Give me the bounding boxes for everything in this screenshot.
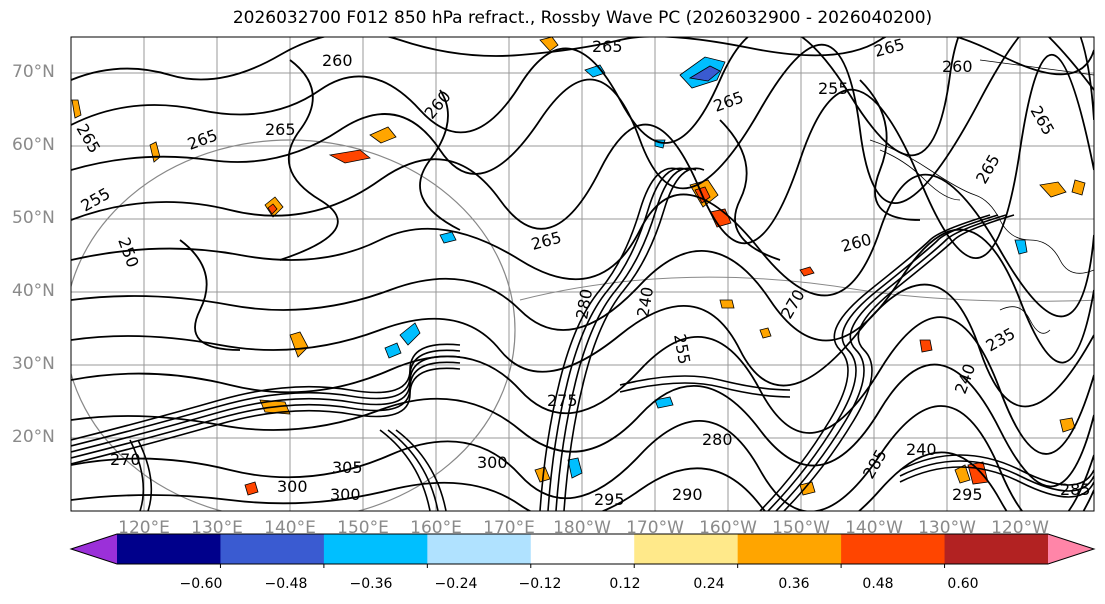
contour-label: 295: [952, 485, 983, 504]
lat-label: 40°N: [12, 281, 55, 301]
lat-label: 50°N: [12, 208, 55, 228]
contour-lines: [71, 37, 1094, 511]
contour-label: 275: [547, 391, 578, 410]
lon-label: 140°W: [845, 518, 903, 538]
lat-label: 60°N: [12, 135, 55, 155]
lon-label: 130°W: [918, 518, 976, 538]
colorbar-tick-label: 0.36: [778, 576, 810, 592]
contour-label: 285: [1060, 480, 1091, 499]
anomaly-patches: [71, 37, 1086, 496]
colorbar-tick-label: 0.12: [609, 576, 641, 592]
map-title: 2026032700 F012 850 hPa refract., Rossby…: [232, 8, 933, 28]
contour-label: 270: [110, 450, 141, 469]
lon-label: 160°E: [410, 518, 462, 538]
contour-label: 265: [265, 120, 296, 139]
contour-label: 290: [672, 485, 703, 504]
colorbar-tick-label: 0.60: [947, 576, 979, 592]
contour-label: 300: [277, 477, 308, 496]
lon-label: 150°E: [337, 518, 389, 538]
colorbar-tick-label: −0.24: [434, 576, 478, 592]
coastlines: [869, 59, 1094, 334]
colorbar-tick-label: −0.60: [179, 576, 223, 592]
lon-label: 130°E: [191, 518, 243, 538]
lon-label: 150°W: [772, 518, 830, 538]
lat-label: 30°N: [12, 354, 55, 374]
contour-label: 255: [818, 79, 849, 98]
lon-label: 120°W: [991, 518, 1049, 538]
colorbar-tick-label: −0.48: [264, 576, 308, 592]
contour-label: 300: [477, 453, 508, 472]
colorbar-tick-label: 0.24: [693, 576, 725, 592]
contour-label: 240: [906, 440, 937, 459]
lat-label: 20°N: [12, 427, 55, 447]
lon-label: 180°W: [553, 518, 611, 538]
lon-label: 160°W: [699, 518, 757, 538]
graticule: [71, 37, 1094, 511]
map-plot: 265 260 265 260 255 265 265 265 265 265 …: [70, 35, 1095, 512]
lon-label: 170°W: [626, 518, 684, 538]
dense-contour-bands: [71, 167, 1094, 511]
map-frame: [70, 36, 1095, 512]
colorbar-tick-label: 0.48: [862, 576, 894, 592]
lon-label: 170°E: [483, 518, 535, 538]
contour-label: 260: [942, 57, 973, 76]
contour-label: 305: [332, 458, 363, 477]
lon-label: 120°E: [118, 518, 170, 538]
contour-label: 295: [594, 490, 625, 509]
colorbar-tick-label: −0.36: [349, 576, 393, 592]
contour-label: 265: [592, 37, 623, 56]
contour-label: 300: [330, 485, 361, 504]
region-circle: [71, 139, 516, 511]
lat-label: 70°N: [12, 62, 55, 82]
lon-label: 140°E: [264, 518, 316, 538]
contour-label: 280: [702, 430, 733, 449]
contour-label: 260: [322, 51, 353, 70]
colorbar-tick-label: −0.12: [518, 576, 562, 592]
